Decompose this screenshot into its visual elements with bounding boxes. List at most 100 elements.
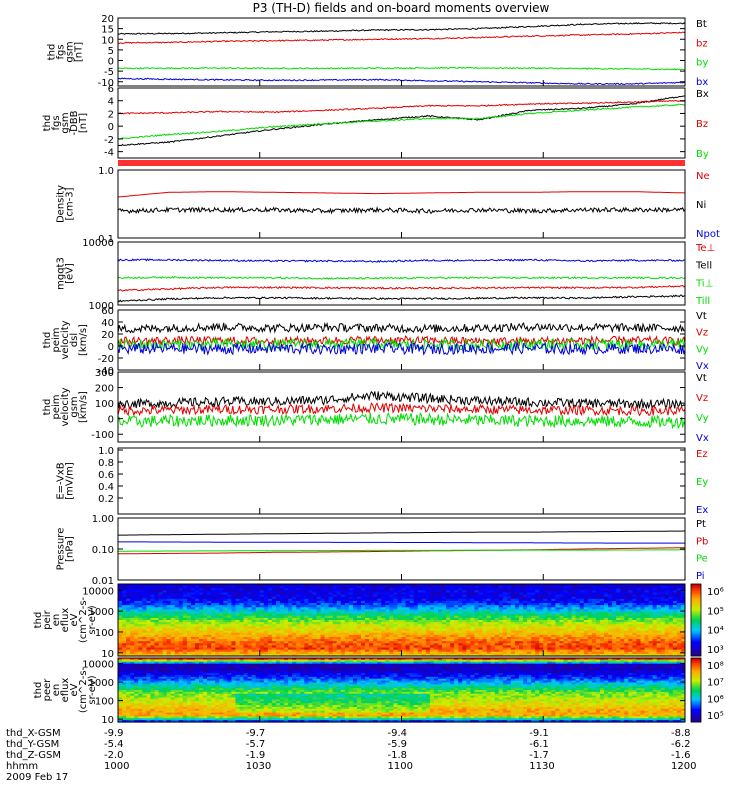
panel-1-data xyxy=(118,23,685,85)
legend-label: Bt xyxy=(696,19,707,30)
y-tick-label: -2 xyxy=(104,135,114,146)
legend-label: Ey xyxy=(696,477,708,488)
legend-label: Pb xyxy=(696,536,708,547)
legend-label: Till xyxy=(695,296,710,307)
y-tick-label: 6 xyxy=(108,84,114,95)
series-line-vt xyxy=(118,391,685,408)
y-tick-label: -4 xyxy=(104,148,114,159)
legend-label: Vt xyxy=(696,311,707,322)
panel-6-data xyxy=(118,391,685,427)
panel-2-data xyxy=(118,96,685,146)
legend-label: Pe xyxy=(696,554,708,565)
y-tick-label: 15 xyxy=(101,25,114,36)
panel-5-data xyxy=(118,323,685,355)
y-axis-label: [nT] xyxy=(78,113,89,133)
panel-8-data xyxy=(118,531,685,554)
legend-label: Pi xyxy=(696,571,705,582)
y-tick-label: 0 xyxy=(108,57,114,68)
y-axis-label: [nPa] xyxy=(65,536,76,562)
legend-label: Vx xyxy=(696,433,709,444)
y-tick-label: 4 xyxy=(108,97,114,108)
legend-label: Vy xyxy=(696,413,709,424)
legend-label: Vt xyxy=(696,373,707,384)
panel-9-data xyxy=(118,584,686,657)
y-tick-label: 20 xyxy=(101,330,114,341)
series-line-pi xyxy=(118,542,685,543)
y-tick-label: 10 xyxy=(101,35,114,46)
panel-3-frame xyxy=(118,170,685,238)
series-line-te⊥ xyxy=(118,286,685,292)
y-tick-label: 2 xyxy=(108,109,114,120)
y-tick-label: 40 xyxy=(101,318,114,329)
legend-label: Te⊥ xyxy=(695,243,715,254)
legend-label: Ez xyxy=(696,449,708,460)
y-tick-label: -20 xyxy=(98,354,114,365)
series-line-bt xyxy=(118,23,685,35)
legend-label: bz xyxy=(696,38,708,49)
panel-6-frame xyxy=(118,372,685,442)
panel-4-frame xyxy=(118,242,685,305)
separator-band xyxy=(118,160,685,166)
y-axis-label: [km/s] xyxy=(78,324,89,356)
y-axis-label: [km/s] xyxy=(78,391,89,423)
legend-label: Tell xyxy=(695,261,712,272)
y-tick-label: 60 xyxy=(101,306,114,317)
series-line-ne xyxy=(118,192,685,197)
y-tick-label: 0.2 xyxy=(98,494,114,505)
series-line-by xyxy=(118,104,685,139)
y-tick-label: 5 xyxy=(108,46,114,57)
panel-5-frame xyxy=(118,310,685,370)
legend-label: Vy xyxy=(696,344,709,355)
legend-label: by xyxy=(696,58,708,69)
series-line-vy xyxy=(118,413,685,428)
series-line-ni xyxy=(118,208,685,214)
series-line-unlabeled xyxy=(118,259,685,262)
panel-2-frame xyxy=(118,88,685,158)
series-line-pt xyxy=(118,531,685,535)
y-tick-label: 0.10 xyxy=(92,545,114,556)
y-tick-label: 20 xyxy=(101,14,114,25)
y-tick-label: 0 xyxy=(108,342,114,353)
y-tick-label: 100 xyxy=(95,399,114,410)
legend-label: Vx xyxy=(696,361,709,372)
panel-7-frame xyxy=(118,448,685,514)
series-line-bz xyxy=(118,32,685,43)
y-tick-label: 0.8 xyxy=(98,458,114,469)
panel-4-data xyxy=(118,259,685,302)
legend-label: Ex xyxy=(696,505,708,516)
legend-label: Ne xyxy=(696,171,710,182)
y-axis-label: [nT] xyxy=(74,42,85,62)
chart-title: P3 (TH-D) fields and on-board moments ov… xyxy=(253,1,550,15)
y-tick-label: 0.4 xyxy=(98,482,114,493)
legend-label: By xyxy=(696,149,709,160)
legend-label: Npot xyxy=(696,229,720,240)
y-tick-label: 0.6 xyxy=(98,470,114,481)
y-tick-label: 0 xyxy=(108,122,114,133)
legend-label: Vz xyxy=(696,393,708,404)
y-axis-label: [cm-3] xyxy=(65,187,76,220)
legend-label: Ti⊥ xyxy=(695,278,713,289)
series-line-by xyxy=(118,67,685,70)
y-tick-label: -5 xyxy=(104,67,114,78)
y-axis-label: [eV] xyxy=(65,263,76,284)
series-line-vt xyxy=(118,323,685,333)
panel-3-data xyxy=(118,192,685,213)
panel-1-frame xyxy=(118,18,685,86)
legend-label: Ni xyxy=(696,200,706,211)
legend-label: bx xyxy=(696,77,708,88)
y-tick-label: 10000 xyxy=(82,238,114,249)
y-tick-label: 1.0 xyxy=(98,446,114,457)
y-tick-label: 200 xyxy=(95,384,114,395)
y-tick-label: 1.0 xyxy=(98,166,114,177)
y-tick-label: -100 xyxy=(91,430,114,441)
legend-label: Pt xyxy=(696,519,706,530)
series-line-ti⊥ xyxy=(118,277,685,280)
legend-label: Bz xyxy=(696,119,708,130)
y-tick-label: 0 xyxy=(108,415,114,426)
y-axis-label: [mV/m] xyxy=(65,462,76,500)
legend-label: Bx xyxy=(696,89,709,100)
series-line-bz xyxy=(118,100,685,114)
y-tick-label: 300 xyxy=(95,368,114,379)
